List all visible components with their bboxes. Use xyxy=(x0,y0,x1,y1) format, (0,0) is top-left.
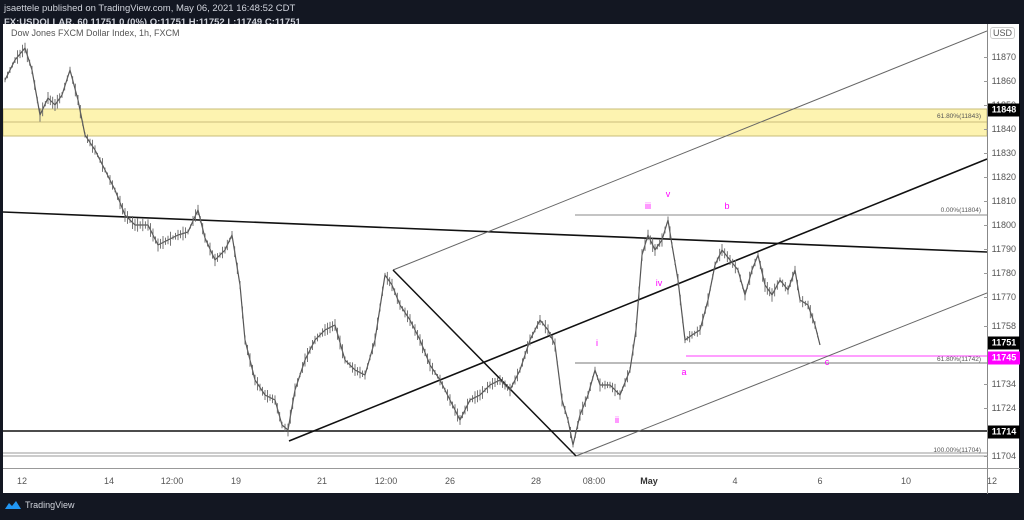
y-tick: 11790 xyxy=(983,244,1016,255)
y-tick: 11800 xyxy=(983,220,1016,231)
time-axis[interactable]: 12 14 12:00 19 21 12:00 26 28 08:00 May 4 6 10 12 xyxy=(3,468,997,494)
fib-label: 0.00%(11804) xyxy=(940,206,981,214)
x-tick: May xyxy=(640,476,658,486)
y-tick: 11758 xyxy=(983,321,1016,332)
fib-label: 61.80%(11843) xyxy=(937,112,981,120)
fib-label: 100.00%(11704) xyxy=(933,447,981,455)
x-tick: 12:00 xyxy=(374,476,398,486)
y-tick: 11734 xyxy=(983,378,1016,389)
x-tick: 12 xyxy=(986,476,998,486)
price-badge-11745: 11745 xyxy=(988,351,1020,364)
wave-label-i: i xyxy=(596,338,598,349)
channel-upper xyxy=(392,30,987,271)
x-tick: 6 xyxy=(817,476,823,486)
wave-label-c: c xyxy=(824,357,830,368)
x-tick: 19 xyxy=(230,476,242,486)
publisher-line: jsaettele published on TradingView.com, … xyxy=(4,3,296,14)
price-badge-11751: 11751 xyxy=(988,336,1020,350)
price-series xyxy=(4,46,821,446)
y-tick: 11820 xyxy=(983,172,1016,183)
fib-label: 61.80%(11742) xyxy=(937,355,981,363)
channel-lower xyxy=(575,292,987,457)
x-tick: 10 xyxy=(900,476,912,486)
price-badge-11848: 11848 xyxy=(988,103,1020,117)
tradingview-logo-icon xyxy=(5,501,21,509)
x-tick: 21 xyxy=(316,476,328,486)
wave-label-b: b xyxy=(724,201,730,212)
y-tick: 11704 xyxy=(983,451,1016,462)
y-tick: 11830 xyxy=(983,148,1016,159)
y-tick: 11870 xyxy=(983,52,1016,62)
wave-label-v: v xyxy=(665,189,671,200)
wave-label-a: a xyxy=(681,366,687,377)
chart-title: Dow Jones FXCM Dollar Index, 1h, FXCM xyxy=(11,28,180,38)
y-tick: 11780 xyxy=(983,268,1016,279)
wave-label-ii: ii xyxy=(615,415,619,425)
y-tick: 11810 xyxy=(983,196,1016,207)
price-badge-11714: 11714 xyxy=(988,425,1020,439)
axis-corner xyxy=(987,468,1020,494)
publish-header: jsaettele published on TradingView.com, … xyxy=(4,2,301,30)
currency-label[interactable]: USD xyxy=(990,27,1016,39)
wave-label-iv: iv xyxy=(655,277,663,288)
x-tick: 08:00 xyxy=(582,476,606,486)
x-tick: 4 xyxy=(732,476,738,486)
diagonal-down-line xyxy=(392,269,577,457)
y-tick: 11860 xyxy=(983,76,1016,87)
x-tick: 12 xyxy=(16,476,28,486)
brand-label: TradingView xyxy=(25,499,75,510)
price-plot[interactable] xyxy=(3,24,987,468)
y-tick: 11724 xyxy=(983,402,1016,413)
resistance-zone xyxy=(3,108,987,137)
footer: TradingView xyxy=(4,499,75,510)
descending-trendline xyxy=(3,211,987,253)
symbol-line: FX:USDOLLAR, 60 11751 0 (0%) O:11751 H:1… xyxy=(4,17,301,28)
price-axis[interactable]: USD 118701186011850118401183011820118101… xyxy=(983,24,1020,468)
wave-label-iii: iii xyxy=(645,201,651,212)
x-tick: 26 xyxy=(444,476,456,486)
chart-panel[interactable]: Dow Jones FXCM Dollar Index, 1h, FXCM 61… xyxy=(3,24,1020,494)
ohlc-bars xyxy=(4,42,818,448)
y-tick: 11840 xyxy=(983,124,1016,135)
x-tick: 14 xyxy=(103,476,115,486)
x-tick: 12:00 xyxy=(160,476,184,486)
x-tick: 28 xyxy=(530,476,542,486)
y-tick: 11770 xyxy=(983,292,1016,303)
